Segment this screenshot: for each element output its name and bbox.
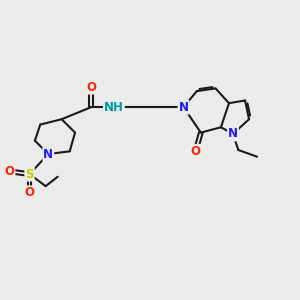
Text: O: O	[25, 186, 34, 199]
Text: O: O	[86, 81, 96, 94]
Text: N: N	[178, 101, 188, 114]
Text: N: N	[228, 128, 238, 140]
Text: NH: NH	[104, 101, 124, 114]
Text: O: O	[4, 165, 14, 178]
Text: O: O	[190, 145, 200, 158]
Text: S: S	[25, 168, 34, 181]
Text: N: N	[43, 148, 53, 160]
